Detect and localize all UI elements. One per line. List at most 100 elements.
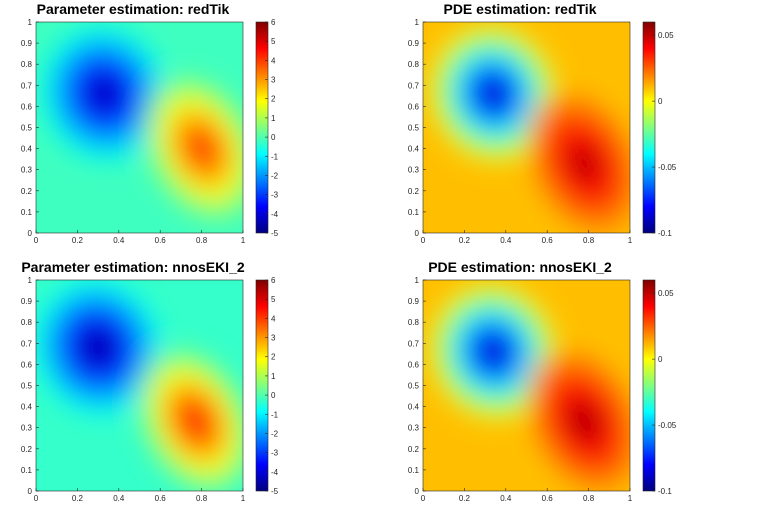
- y-tick-label: 0.4: [408, 403, 420, 412]
- x-tick-label: 0.6: [155, 494, 167, 503]
- colorbar: [643, 22, 655, 233]
- y-tick-label: 0.8: [21, 318, 33, 327]
- colorbar-tick-label: 2: [271, 353, 276, 362]
- colorbar-tick-label: -2: [271, 429, 279, 438]
- colorbar-tick-label: 0: [271, 391, 276, 400]
- y-tick-label: 0.2: [21, 187, 33, 196]
- x-tick-label: 0: [34, 494, 39, 503]
- y-tick-label: 0.6: [408, 102, 420, 111]
- contour-band: [87, 336, 109, 359]
- x-tick-label: 0.4: [500, 494, 512, 503]
- maximum-region: [144, 76, 243, 221]
- maximum-region: [527, 91, 630, 233]
- colorbar-tick-label: -0.1: [658, 229, 672, 238]
- y-tick-label: 0: [415, 229, 420, 238]
- x-tick-label: 1: [628, 236, 633, 245]
- colorbar-tick-label: 5: [271, 37, 276, 46]
- heatmap-field: [36, 22, 243, 233]
- y-tick-label: 0.8: [408, 60, 420, 69]
- y-tick-label: 0.7: [408, 81, 420, 90]
- y-tick-label: 0.1: [21, 466, 33, 475]
- x-tick-label: 0.2: [459, 236, 471, 245]
- y-tick-label: 0.2: [21, 445, 33, 454]
- y-tick-label: 0.8: [21, 60, 33, 69]
- y-tick-label: 1: [28, 276, 33, 285]
- y-tick-label: 0.9: [408, 39, 420, 48]
- x-tick-label: 0.2: [72, 494, 84, 503]
- y-tick-label: 0: [28, 487, 33, 496]
- chart-title: Parameter estimation: redTik: [37, 1, 230, 17]
- y-tick-label: 0.6: [21, 360, 33, 369]
- colorbar-tick-label: 1: [271, 114, 276, 123]
- chart-title: PDE estimation: redTik: [443, 1, 596, 17]
- colorbar-tick-label: 0.05: [658, 31, 674, 40]
- contour-band: [93, 82, 115, 105]
- y-tick-label: 0.2: [408, 187, 420, 196]
- colorbar-tick-label: 3: [271, 334, 276, 343]
- y-tick-label: 0.3: [408, 166, 420, 175]
- colorbar-tick-label: -5: [271, 229, 279, 238]
- heatmap-field: [36, 280, 243, 491]
- maximum-region: [138, 349, 243, 491]
- colorbar-tick-label: 4: [271, 314, 276, 323]
- colorbar-tick-label: 6: [271, 18, 276, 27]
- colorbar-tick-label: -0.05: [658, 421, 677, 430]
- colorbar-tick-label: -5: [271, 487, 279, 496]
- x-tick-label: 1: [628, 494, 633, 503]
- y-tick-label: 0.1: [408, 208, 420, 217]
- y-tick-label: 1: [415, 276, 420, 285]
- panel-pde-redtik: PDE estimation: redTik 0 0.2 0.4 0.6 0.8 1 0 0.1…: [387, 0, 767, 258]
- colorbar-frame: [255, 279, 269, 492]
- y-tick-label: 0.4: [21, 403, 33, 412]
- y-tick-label: 0.4: [408, 145, 420, 154]
- y-tick-label: 0: [415, 487, 420, 496]
- x-tick-label: 0.6: [542, 236, 554, 245]
- contour-band: [191, 137, 212, 161]
- y-tick-label: 0.9: [408, 297, 420, 306]
- x-tick-label: 0.4: [113, 494, 125, 503]
- colorbar-tick-label: 0: [271, 133, 276, 142]
- x-tick-label: 0.6: [155, 236, 167, 245]
- contour-band: [185, 409, 206, 433]
- colorbar-tick-label: -0.05: [658, 163, 677, 172]
- x-tick-label: 0.2: [72, 236, 84, 245]
- colorbar-frame: [642, 21, 656, 234]
- maximum-region: [527, 349, 630, 491]
- y-tick-label: 0: [28, 229, 33, 238]
- y-tick-label: 0.3: [21, 424, 33, 433]
- y-tick-label: 0.1: [408, 466, 420, 475]
- chart-svg: Parameter estimation: redTik 0 0.2 0.4 0.6 0.…: [21, 1, 279, 245]
- colorbar-tick-label: -1: [271, 410, 279, 419]
- contour-band: [574, 151, 595, 175]
- colorbar-frame: [642, 279, 656, 492]
- x-tick-label: 0.4: [113, 236, 125, 245]
- y-tick-label: 0.9: [21, 297, 33, 306]
- panel-pde-nnoseki2: PDE estimation: nnosEKI_2 0 0.2 0.4 0.6 0.8 1 0…: [387, 258, 767, 516]
- colorbar-tick-label: 0: [658, 355, 663, 364]
- heatmap-field: [423, 280, 630, 491]
- colorbar-tick-label: -1: [271, 152, 279, 161]
- colorbar-tick-label: -4: [271, 468, 279, 477]
- minimum-region: [430, 284, 557, 420]
- colorbar: [643, 280, 655, 491]
- y-tick-label: 0.3: [408, 424, 420, 433]
- heatmap-field: [423, 22, 630, 233]
- y-tick-label: 0.2: [408, 445, 420, 454]
- y-tick-label: 0.6: [21, 102, 33, 111]
- colorbar-tick-label: 3: [271, 76, 276, 85]
- y-tick-label: 0.7: [21, 339, 33, 348]
- chart-svg: PDE estimation: nnosEKI_2 0 0.2 0.4 0.6 0.8 1 0…: [408, 259, 677, 503]
- contour-band: [574, 409, 595, 433]
- colorbar-tick-label: -0.1: [658, 487, 672, 496]
- colorbar-tick-label: 5: [271, 295, 276, 304]
- colorbar-tick-label: -2: [271, 171, 279, 180]
- colorbar: [256, 280, 268, 491]
- panel-parameter-nnoseki2: Parameter estimation: nnosEKI_2 0 0.2 0.4 0.…: [0, 258, 380, 516]
- minimum-region: [430, 26, 557, 162]
- colorbar-tick-label: 6: [271, 276, 276, 285]
- colorbar-tick-label: 2: [271, 95, 276, 104]
- contour-band: [482, 340, 504, 363]
- y-tick-label: 1: [28, 18, 33, 27]
- x-tick-label: 0: [421, 494, 426, 503]
- x-tick-label: 1: [241, 236, 246, 245]
